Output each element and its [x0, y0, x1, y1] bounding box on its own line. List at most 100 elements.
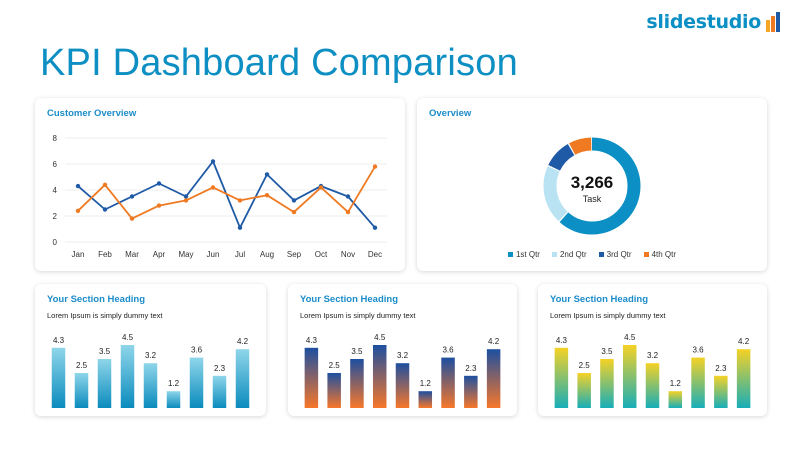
- section-1-heading: Your Section Heading: [47, 294, 146, 305]
- bar: [189, 357, 204, 408]
- page-title: KPI Dashboard Comparison: [40, 42, 518, 84]
- section-2-heading: Your Section Heading: [300, 294, 399, 305]
- bar-value-label: 1.2: [670, 379, 682, 388]
- section-card-3: Your Section Heading Lorem Ipsum is simp…: [538, 284, 767, 416]
- series-2-point: [102, 182, 108, 187]
- bar-value-label: 2.3: [715, 364, 727, 373]
- bar: [143, 363, 158, 408]
- legend-label-q3: 3rd Qtr: [606, 250, 632, 259]
- x-tick-label: Nov: [341, 250, 355, 259]
- bar: [166, 391, 181, 408]
- bar-value-label: 3.5: [601, 347, 613, 356]
- bar: [395, 363, 410, 408]
- x-tick-label: May: [178, 250, 193, 259]
- y-tick-label: 6: [53, 160, 58, 169]
- bar: [554, 347, 569, 408]
- bar: [600, 359, 614, 408]
- bar: [304, 347, 319, 408]
- series-1-point: [264, 172, 270, 177]
- bar-value-label: 3.2: [145, 351, 157, 360]
- logo-mark-icon: [765, 12, 780, 32]
- series-1-point: [345, 194, 351, 199]
- bar-value-label: 4.2: [237, 337, 249, 346]
- bar: [691, 357, 705, 408]
- y-tick-label: 0: [53, 238, 58, 247]
- y-tick-label: 4: [53, 186, 58, 195]
- bar: [714, 375, 728, 408]
- bar-value-label: 4.5: [374, 333, 386, 342]
- section-3-heading: Your Section Heading: [550, 294, 649, 305]
- series-1-point: [75, 183, 81, 189]
- x-tick-label: Aug: [260, 250, 274, 259]
- donut-legend: 1st Qtr 2nd Qtr 3rd Qtr 4th Qtr: [417, 250, 767, 259]
- x-tick-label: Jul: [235, 250, 245, 259]
- bar: [577, 373, 591, 408]
- bar: [645, 363, 660, 408]
- x-tick-label: Mar: [125, 250, 139, 259]
- bar: [464, 375, 478, 408]
- bar-value-label: 3.5: [99, 347, 111, 356]
- bar-value-label: 4.5: [624, 333, 636, 342]
- x-tick-label: Dec: [368, 250, 382, 259]
- series-2-point: [237, 198, 243, 203]
- logo-text: slidestudio: [646, 11, 761, 33]
- bar-value-label: 2.5: [76, 361, 88, 370]
- bar: [235, 349, 250, 408]
- y-tick-label: 8: [53, 134, 58, 143]
- donut-slice-2: [543, 137, 641, 235]
- legend-item-q2: 2nd Qtr: [551, 250, 587, 259]
- bar: [372, 345, 387, 408]
- section-card-1: Your Section Heading Lorem Ipsum is simp…: [35, 284, 266, 416]
- series-2-point: [291, 209, 297, 215]
- bar-value-label: 4.3: [556, 336, 568, 345]
- series-2-point: [156, 203, 162, 208]
- bar-value-label: 4.3: [306, 336, 318, 345]
- series-1-point: [210, 159, 216, 164]
- x-tick-label: Oct: [315, 250, 328, 259]
- series-2-point: [129, 216, 135, 221]
- series-1-point: [156, 181, 162, 186]
- series-1-point: [183, 194, 189, 199]
- bar: [74, 373, 89, 408]
- section-card-2: Your Section Heading Lorem Ipsum is simp…: [288, 284, 517, 416]
- bar-value-label: 4.2: [488, 337, 500, 346]
- bar-value-label: 4.5: [122, 333, 134, 342]
- series-1-point: [372, 225, 378, 230]
- bar-value-label: 1.2: [420, 379, 432, 388]
- bar: [486, 349, 501, 408]
- bar: [418, 391, 433, 408]
- bar-value-label: 1.2: [168, 379, 180, 388]
- bar-value-label: 4.2: [738, 337, 750, 346]
- x-tick-label: Feb: [98, 250, 112, 259]
- x-tick-label: Apr: [153, 250, 166, 259]
- customer-overview-card: Customer Overview 0 2 4 6 8 Jan Feb Mar Apr May Ju…: [35, 98, 405, 271]
- donut-slice-1: [543, 137, 641, 235]
- section-3-bar-chart: 4.3 2.5 3.5 4.5 3.2 1.2 3.6 2.3 4.2: [554, 333, 751, 408]
- bar-value-label: 3.5: [351, 347, 363, 356]
- legend-item-q3: 3rd Qtr: [598, 250, 632, 259]
- customer-overview-title: Customer Overview: [47, 108, 137, 119]
- bar: [212, 375, 227, 408]
- bar: [327, 373, 341, 408]
- x-tick-label: Jun: [207, 250, 220, 259]
- legend-item-q1: 1st Qtr: [507, 250, 540, 259]
- legend-label-q2: 2nd Qtr: [559, 250, 587, 259]
- overview-donut-chart: 3,266 Task: [543, 137, 641, 235]
- section-1-bar-chart: 4.3 2.5 3.5 4.5 3.2 1.2 3.6 2.3 4.2: [51, 333, 250, 408]
- bar: [736, 349, 751, 408]
- x-tick-label: Sep: [287, 250, 302, 259]
- section-2-bar-chart: 4.3 2.5 3.5 4.5 3.2 1.2 3.6 2.3 4.2: [304, 333, 501, 408]
- series-2-point: [210, 185, 216, 190]
- y-tick-label: 2: [53, 212, 58, 221]
- x-tick-label: Jan: [72, 250, 85, 259]
- donut-center-label: Task: [583, 194, 602, 204]
- bar-value-label: 3.6: [692, 346, 704, 355]
- bar: [120, 345, 135, 408]
- bar: [622, 345, 637, 408]
- section-2-subtitle: Lorem Ipsum is simply dummy text: [300, 311, 416, 320]
- bar: [51, 347, 66, 408]
- series-line-2: [77, 166, 376, 220]
- bar-value-label: 2.5: [579, 361, 591, 370]
- series-1-point: [102, 207, 108, 212]
- bar-value-label: 2.3: [214, 364, 226, 373]
